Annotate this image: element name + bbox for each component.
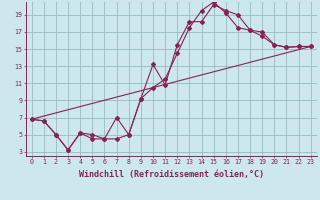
X-axis label: Windchill (Refroidissement éolien,°C): Windchill (Refroidissement éolien,°C) [79, 170, 264, 179]
